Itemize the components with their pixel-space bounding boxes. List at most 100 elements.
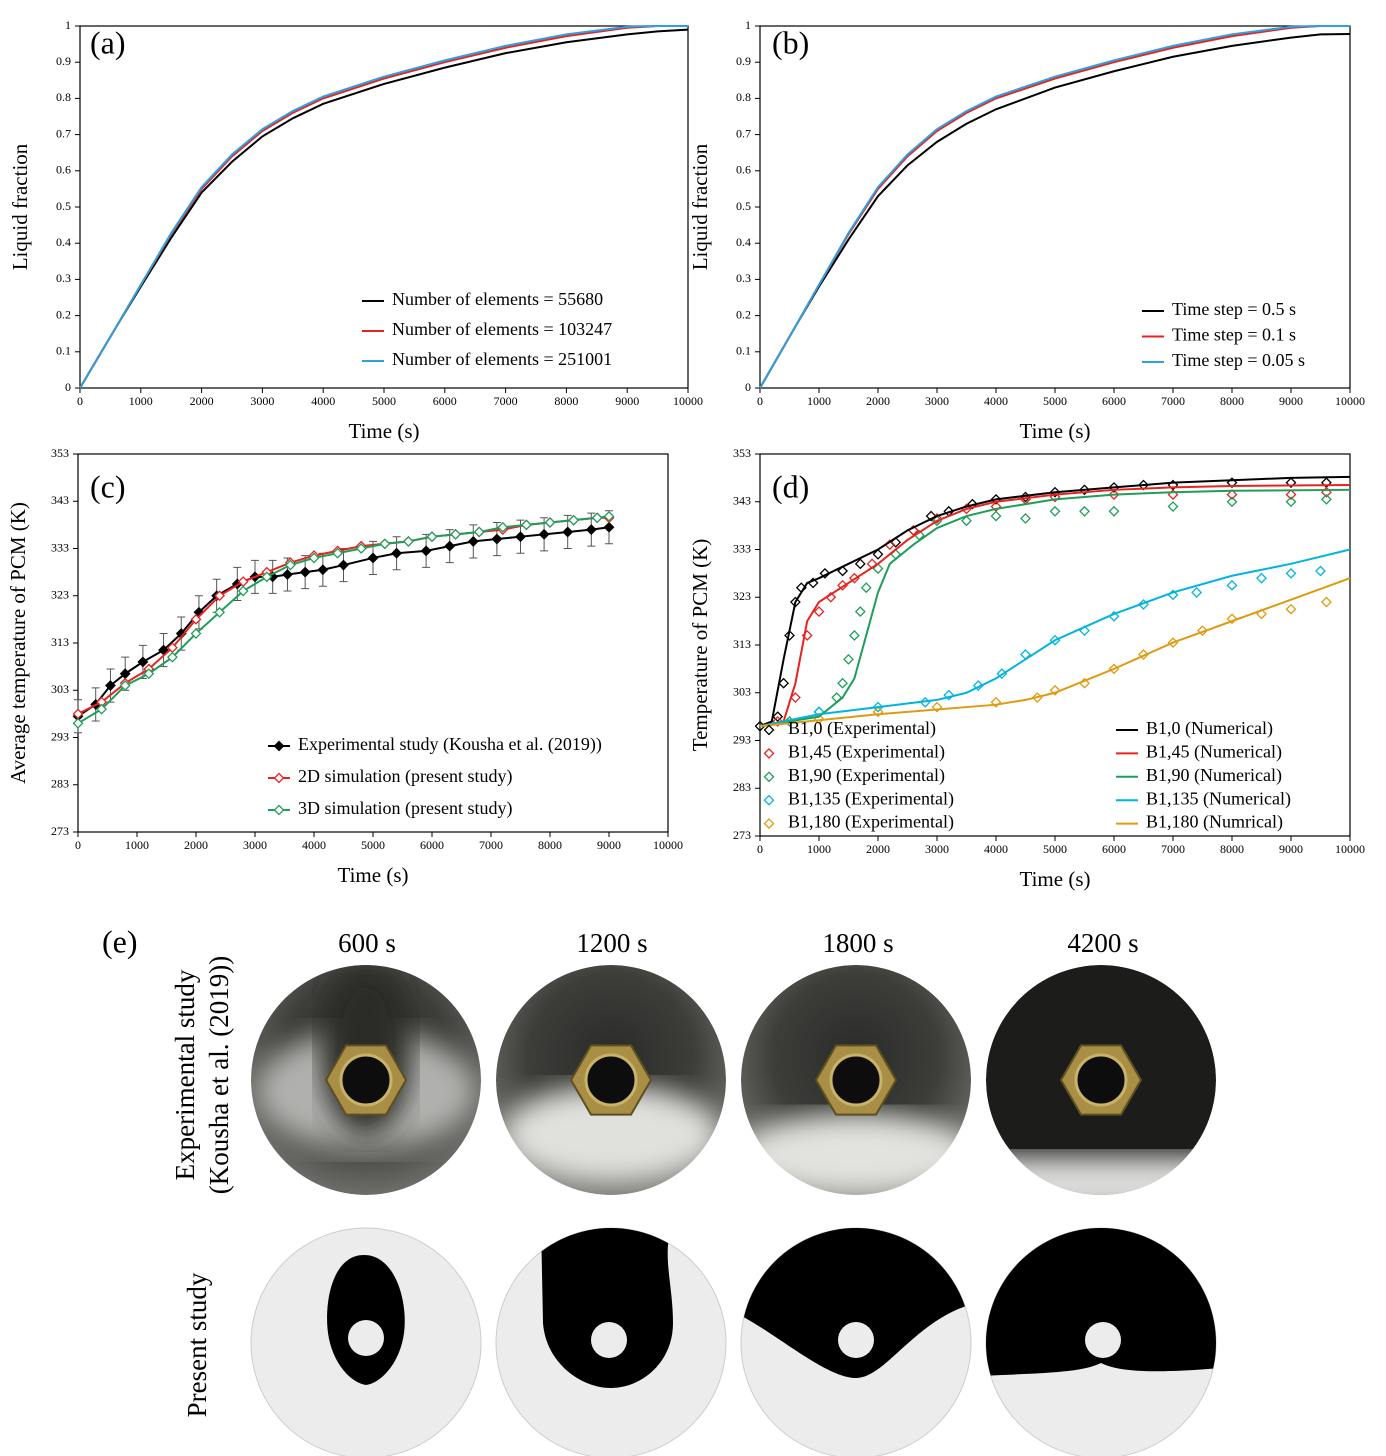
x-tick-label: 5000 [1043,394,1067,408]
data-marker [837,677,849,689]
data-marker [190,613,202,625]
x-tick-label: 7000 [479,838,503,852]
time-label: 1200 s [576,928,647,958]
x-tick-label: 9000 [1279,394,1303,408]
data-marker [367,552,379,564]
data-marker [843,653,854,665]
x-axis-label: Time (s) [1020,867,1091,891]
data-marker [1197,625,1208,637]
x-tick-label: 2000 [184,838,208,852]
data-marker [562,526,574,538]
data-marker [282,569,293,580]
y-tick-label: 0.1 [56,344,71,358]
y-tick-label: 0.5 [56,199,71,213]
data-marker [848,630,860,641]
data-marker [166,651,178,663]
data-marker [1108,505,1120,517]
data-marker [784,630,795,641]
data-marker [237,585,249,597]
x-tick-label: 3000 [243,838,267,852]
legend-label: B1,0 (Experimental) [788,718,936,739]
x-tick-label: 7000 [1161,842,1185,856]
x-tick-label: 9000 [615,394,639,408]
data-line [759,488,1351,728]
data-marker [1020,513,1031,524]
data-marker [931,701,943,713]
data-marker [990,696,1002,708]
x-tick-label: 0 [75,838,81,852]
legend-label: Experimental study (Kousha et al. (2019)… [298,734,602,755]
y-tick-label: 0.2 [56,307,71,321]
y-axis-label: Liquid fraction [8,143,32,270]
x-axis-label: Time (s) [338,863,409,887]
data-marker [1285,489,1297,501]
data-marker [813,606,825,617]
x-tick-label: 9000 [597,838,621,852]
y-tick-label: 0.8 [736,90,751,104]
y-tick-label: 313 [733,637,751,651]
x-tick-label: 5000 [1043,842,1067,856]
legend-label: B1,180 (Experimental) [788,812,954,833]
data-marker [972,680,984,692]
x-tick-label: 2000 [866,394,890,408]
x-tick-label: 10000 [673,394,703,408]
data-marker [1079,505,1090,517]
x-tick-label: 0 [757,842,763,856]
data-marker [1079,484,1090,496]
data-marker [961,515,972,527]
data-marker [420,545,432,557]
experiment-photo [741,965,971,1195]
legend-marker [763,724,775,736]
data-marker [568,514,580,526]
y-tick-label: 293 [51,729,69,743]
data-marker [1049,684,1061,696]
data-marker [966,498,978,510]
row-label: Experimental study [170,969,200,1180]
data-marker [1138,649,1149,660]
y-tick-label: 0.9 [56,54,71,68]
time-label: 600 s [338,928,396,958]
y-tick-label: 0.4 [736,235,751,249]
data-marker [491,533,503,545]
x-tick-label: 4000 [302,838,326,852]
legend-label: B1,135 (Experimental) [788,788,954,809]
y-axis-label: Liquid fraction [688,143,712,270]
data-marker [854,558,866,570]
legend-marker [763,818,775,830]
data-marker [1285,567,1297,579]
x-tick-label: 1000 [125,838,149,852]
y-tick-label: 0.9 [736,54,751,68]
data-marker [1226,496,1238,508]
y-tick-label: 0 [65,380,71,394]
data-line [759,484,1351,728]
x-tick-label: 4000 [984,394,1008,408]
x-tick-label: 1000 [129,394,153,408]
data-marker [819,567,831,579]
data-marker [778,677,790,689]
experiment-photo [986,965,1216,1195]
time-label: 1800 s [822,928,893,958]
y-tick-label: 0.2 [736,307,751,321]
y-tick-label: 1 [65,18,71,32]
data-marker [284,559,296,571]
data-marker [591,512,603,524]
data-marker [1256,572,1267,584]
legend-label: Number of elements = 55680 [392,289,603,309]
data-marker [837,565,849,577]
data-marker [467,535,479,547]
data-marker [1167,501,1179,512]
x-tick-label: 4000 [311,394,335,408]
data-marker [1315,565,1326,577]
legend-label: B1,90 (Numerical) [1146,765,1282,786]
x-tick-label: 6000 [1102,842,1126,856]
x-tick-label: 4000 [984,842,1008,856]
data-marker [143,668,155,680]
x-tick-label: 3000 [250,394,274,408]
x-tick-label: 7000 [494,394,518,408]
data-marker [1226,489,1238,501]
x-tick-label: 0 [77,394,83,408]
data-marker [450,528,462,540]
data-marker [137,656,149,668]
data-marker [497,521,509,533]
